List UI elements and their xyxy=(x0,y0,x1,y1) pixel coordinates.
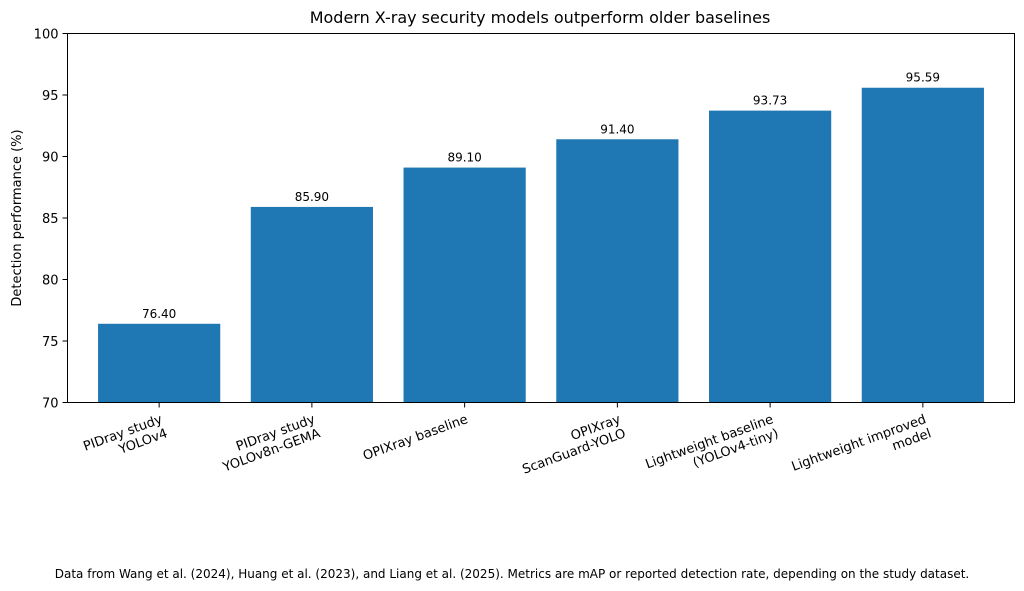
x-axis: PIDray studyYOLOv4 PIDray studyYOLOv8n-GE… xyxy=(82,402,934,489)
x-tick-label: PIDray studyYOLOv4 xyxy=(82,412,170,469)
bar xyxy=(861,87,984,403)
y-tick-label: 75 xyxy=(42,335,59,350)
footnote: Data from Wang et al. (2024), Huang et a… xyxy=(55,567,970,581)
y-axis-label: Detection performance (%) xyxy=(10,129,25,306)
bar-value-labels: 76.40 85.90 89.10 91.40 93.73 95.59 xyxy=(142,71,940,321)
bar-value-label: 76.40 xyxy=(142,307,176,321)
bar-value-label: 85.90 xyxy=(295,190,329,204)
y-tick-label: 80 xyxy=(42,274,59,289)
x-tick-label: Lightweight improvedmodel xyxy=(790,412,934,489)
y-tick-label: 70 xyxy=(42,397,59,412)
bar xyxy=(403,167,526,403)
chart-title: Modern X-ray security models outperform … xyxy=(310,8,771,27)
x-tick-label: PIDray studyYOLOv8n-GEMA xyxy=(215,412,323,476)
bar-value-label: 95.59 xyxy=(906,71,940,85)
plot-frame xyxy=(67,33,1015,403)
bar xyxy=(709,110,832,403)
bar xyxy=(98,323,221,403)
x-tick-label: Lightweight baseline(YOLOv4-tiny) xyxy=(644,412,781,486)
bar-value-label: 93.73 xyxy=(753,94,787,108)
x-tick-label: OPIXray baseline xyxy=(361,412,470,464)
y-tick-label: 90 xyxy=(42,151,59,166)
bar-value-label: 89.10 xyxy=(447,151,481,165)
x-tick-label-line: OPIXray baseline xyxy=(361,412,470,464)
y-tick-label: 95 xyxy=(42,89,59,104)
bar xyxy=(556,139,679,403)
bar-value-label: 91.40 xyxy=(600,122,634,136)
bars-group xyxy=(98,87,984,403)
y-tick-label: 85 xyxy=(42,212,59,227)
y-axis: 70 75 80 85 90 95 100 xyxy=(34,28,68,412)
x-tick-label: OPIXrayScanGuard-YOLO xyxy=(515,412,628,478)
y-tick-label: 100 xyxy=(34,28,59,43)
bar xyxy=(250,206,373,403)
